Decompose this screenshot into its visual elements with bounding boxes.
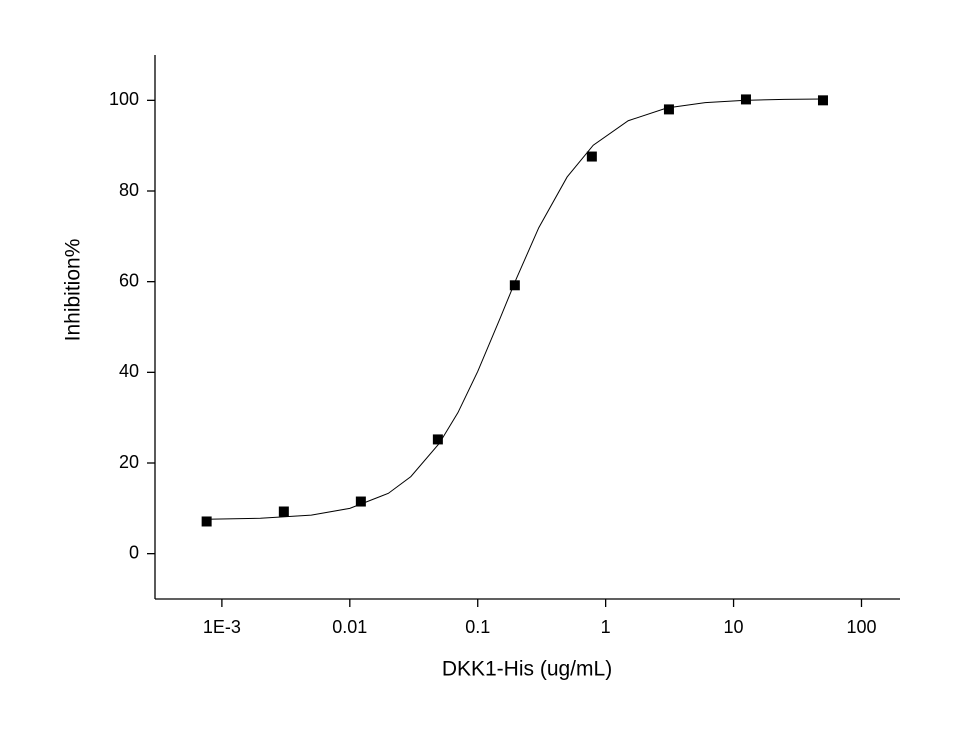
marker (817, 95, 828, 106)
marker (355, 496, 366, 507)
x-tick-label: 100 (846, 617, 876, 637)
x-tick-label: 1E-3 (203, 617, 241, 637)
marker (663, 104, 674, 115)
y-axis-title: Inhibition% (62, 239, 85, 342)
marker (586, 151, 597, 162)
marker (201, 516, 212, 527)
x-tick-label: 10 (724, 617, 744, 637)
y-tick-label: 100 (109, 89, 139, 109)
marker (432, 434, 443, 445)
y-tick-label: 40 (119, 361, 139, 381)
marker (740, 94, 751, 105)
marker (509, 280, 520, 291)
y-tick-label: 0 (129, 542, 139, 562)
marker (278, 506, 289, 517)
x-tick-label: 0.1 (465, 617, 490, 637)
x-tick-label: 1 (601, 617, 611, 637)
x-tick-label: 0.01 (332, 617, 367, 637)
y-tick-label: 60 (119, 270, 139, 290)
y-tick-label: 80 (119, 180, 139, 200)
y-tick-label: 20 (119, 452, 139, 472)
x-axis-title: DKK1-His (ug/mL) (442, 658, 612, 681)
